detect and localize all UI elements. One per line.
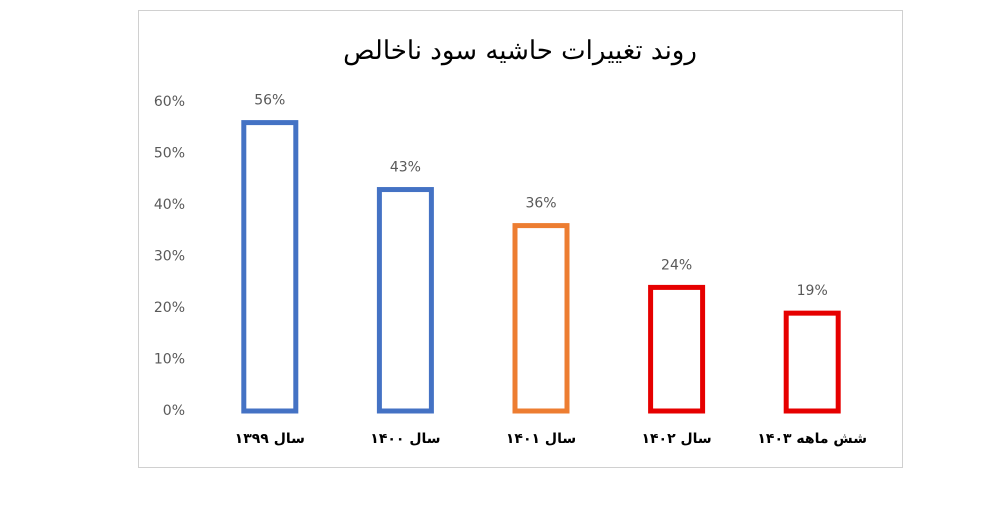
data-label: 43% (390, 160, 421, 176)
y-tick-label: 30% (154, 249, 185, 265)
x-tick-label: سال ۱۴۰۱ (506, 431, 576, 447)
bar (241, 120, 299, 414)
y-tick-label: 50% (154, 146, 185, 162)
x-tick-label: سال ۱۳۹۹ (235, 431, 305, 447)
data-label: 36% (525, 196, 556, 212)
y-tick-label: 0% (163, 403, 185, 419)
y-tick-label: 60% (154, 94, 185, 110)
data-label: 24% (661, 257, 692, 273)
x-tick-label: سال ۱۴۰۲ (641, 431, 711, 447)
x-tick-label: شش ماهه ۱۴۰۳ (757, 431, 867, 447)
bar (376, 187, 434, 414)
bar (512, 223, 570, 414)
bar (783, 310, 841, 414)
y-tick-label: 10% (154, 352, 185, 368)
chart-title: روند تغییرات حاشیه سود ناخالص (343, 36, 697, 66)
x-tick-label: سال ۱۴۰۰ (370, 431, 440, 447)
data-label: 19% (797, 283, 828, 299)
bar (648, 284, 706, 414)
y-tick-label: 40% (154, 197, 185, 213)
data-label: 56% (254, 93, 285, 109)
y-tick-label: 20% (154, 300, 185, 316)
